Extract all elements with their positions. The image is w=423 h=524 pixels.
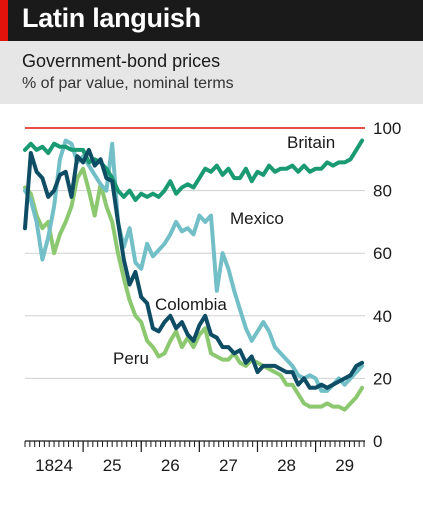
x-tick-label-28: 28 (277, 456, 296, 475)
series-annotations: Britain Mexico Colombia Peru (113, 133, 335, 368)
subtitle-box (0, 41, 423, 104)
y-tick-labels: 0 20 40 60 80 100 (373, 119, 401, 451)
chart-subtitle: Government-bond prices (22, 51, 221, 71)
line-chart: 0 20 40 60 80 100 1824 25 26 27 28 29 Britain Mexic… (23, 119, 401, 475)
annotation-mexico: Mexico (230, 209, 284, 228)
title-bar (0, 0, 423, 41)
x-axis: 1824 25 26 27 28 29 (24, 440, 365, 475)
chart-title: Latin languish (22, 3, 201, 33)
y-tick-label-60: 60 (373, 244, 392, 263)
y-tick-label-20: 20 (373, 369, 392, 388)
x-tick-label-1824: 1824 (35, 456, 73, 475)
annotation-peru: Peru (113, 349, 149, 368)
x-tick-label-25: 25 (103, 456, 122, 475)
series-line-britain (23, 138, 365, 202)
series-line-peru (23, 166, 365, 412)
x-tick-label-29: 29 (335, 456, 354, 475)
annotation-colombia: Colombia (155, 295, 227, 314)
y-tick-label-0: 0 (373, 432, 382, 451)
y-tick-label-100: 100 (373, 119, 401, 138)
x-tick-label-27: 27 (219, 456, 238, 475)
red-accent-tab (0, 0, 8, 41)
series-lines (23, 138, 365, 412)
series-line-colombia (23, 147, 365, 390)
x-tick-label-26: 26 (161, 456, 180, 475)
y-tick-label-40: 40 (373, 307, 392, 326)
annotation-britain: Britain (287, 133, 335, 152)
y-tick-label-80: 80 (373, 182, 392, 201)
chart-unit-line: % of par value, nominal terms (22, 75, 234, 92)
